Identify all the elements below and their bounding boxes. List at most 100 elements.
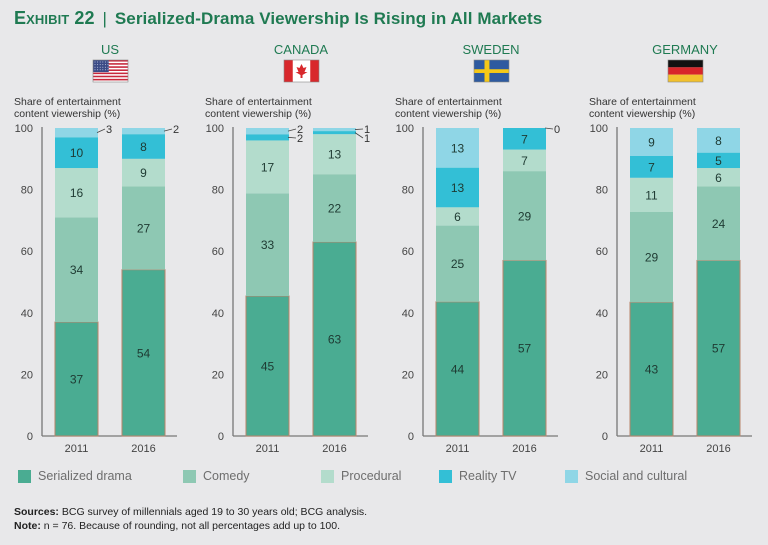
y-axis-label: Share of entertainment <box>395 96 502 108</box>
data-label: 22 <box>328 202 342 216</box>
callout-line <box>544 127 554 130</box>
legend-item: Comedy <box>183 469 250 483</box>
y-tick-label: 20 <box>212 369 224 381</box>
y-tick-label: 0 <box>218 431 224 443</box>
y-tick-label: 80 <box>212 185 224 197</box>
data-label: 57 <box>518 342 532 356</box>
data-label: 25 <box>451 257 465 271</box>
data-label: 7 <box>521 154 528 168</box>
callout-line <box>287 128 297 132</box>
data-label: 6 <box>715 171 722 185</box>
bar-segment-reality-tv <box>503 128 546 150</box>
data-label: 9 <box>140 166 147 180</box>
data-label: 8 <box>715 134 722 148</box>
title-separator: | <box>102 9 107 28</box>
y-axis-label: Share of entertainment <box>14 96 121 108</box>
bar-segment-serialized-drama <box>54 321 99 437</box>
callout-line <box>354 132 364 139</box>
bar-segment-social-and-cultural <box>246 128 289 135</box>
y-axis-label: Share of entertainment <box>205 96 312 108</box>
y-tick-label: 80 <box>596 185 608 197</box>
sweden-flag-icon <box>473 59 510 83</box>
bar-segment-social-and-cultural <box>122 128 165 135</box>
data-label: 8 <box>140 140 147 154</box>
y-axis-label: content viewership (%) <box>14 108 120 120</box>
data-label: 63 <box>328 332 342 346</box>
legend-label: Comedy <box>203 469 250 483</box>
data-label: 17 <box>261 160 275 174</box>
bar-segment-serialized-drama <box>435 301 480 437</box>
x-tick-label: 2011 <box>65 443 89 455</box>
y-tick-label: 100 <box>590 123 608 135</box>
bar-segment-procedural <box>246 140 289 194</box>
legend-label: Reality TV <box>459 469 517 483</box>
y-tick-label: 20 <box>21 369 33 381</box>
y-tick-label: 60 <box>212 246 224 258</box>
note-label: Note: <box>14 520 41 532</box>
bar-segment-serialized-drama <box>121 269 166 437</box>
x-tick-label: 2016 <box>706 443 730 455</box>
bar-segment-reality-tv <box>436 167 479 208</box>
y-tick-label: 20 <box>402 369 414 381</box>
y-tick-label: 40 <box>212 308 224 320</box>
y-tick-label: 100 <box>396 123 414 135</box>
bar-segment-procedural <box>122 158 165 187</box>
legend-swatch <box>18 469 31 483</box>
y-axis-label: content viewership (%) <box>205 108 311 120</box>
country-title: SWEDEN <box>462 42 519 57</box>
bar-segment-social-and-cultural <box>630 128 673 156</box>
legend-item: Reality TV <box>439 469 516 483</box>
legend-item: Serialized drama <box>18 469 132 483</box>
y-tick-label: 0 <box>408 431 414 443</box>
bar-segment-procedural <box>436 207 479 226</box>
data-label: 57 <box>712 342 726 356</box>
y-tick-label: 60 <box>402 246 414 258</box>
us-flag-icon <box>92 59 129 83</box>
x-tick-label: 2016 <box>131 443 155 455</box>
country-title: CANADA <box>274 42 329 57</box>
bar-segment-comedy <box>55 217 98 323</box>
data-label: 27 <box>137 222 151 236</box>
x-tick-label: 2011 <box>256 443 280 455</box>
data-label: 6 <box>454 210 461 224</box>
canada-flag-icon <box>283 59 320 83</box>
data-label: 2 <box>173 124 179 136</box>
data-label: 33 <box>261 238 275 252</box>
bar-segment-comedy <box>436 225 479 302</box>
germany-flag-icon <box>667 59 704 83</box>
legend-swatch <box>565 469 578 483</box>
y-tick-label: 20 <box>596 369 608 381</box>
data-label: 29 <box>518 209 532 223</box>
bar-segment-serialized-drama <box>312 241 357 437</box>
bar-segment-reality-tv <box>630 156 673 178</box>
bar-segment-comedy <box>630 212 673 303</box>
note: Note: n = 76. Because of rounding, not a… <box>14 519 367 533</box>
data-label: 7 <box>648 160 655 174</box>
callout-line <box>96 128 106 133</box>
data-label: 0 <box>554 124 560 136</box>
data-label: 1 <box>364 124 370 136</box>
data-label: 9 <box>648 136 655 150</box>
data-label: 5 <box>715 154 722 168</box>
footnotes: Sources: BCG survey of millennials aged … <box>14 505 367 533</box>
callout-line <box>354 128 364 130</box>
data-label: 34 <box>70 263 84 277</box>
bar-segment-reality-tv <box>697 152 740 169</box>
legend-label: Serialized drama <box>38 469 132 483</box>
bar-segment-reality-tv <box>313 131 356 135</box>
legend-swatch <box>439 469 452 483</box>
legend-label: Social and cultural <box>585 469 688 483</box>
data-label: 10 <box>70 146 84 160</box>
y-axis-label: content viewership (%) <box>589 108 695 120</box>
legend-swatch <box>321 469 334 483</box>
data-label: 29 <box>645 251 659 265</box>
bar-segment-comedy <box>697 186 740 261</box>
legend-item: Social and cultural <box>565 469 687 483</box>
data-label: 43 <box>645 363 659 377</box>
legend-label: Procedural <box>341 469 402 483</box>
bar-segment-comedy <box>313 174 356 242</box>
y-tick-label: 0 <box>602 431 608 443</box>
bar-segment-serialized-drama <box>696 259 741 437</box>
country-title: US <box>101 42 119 57</box>
